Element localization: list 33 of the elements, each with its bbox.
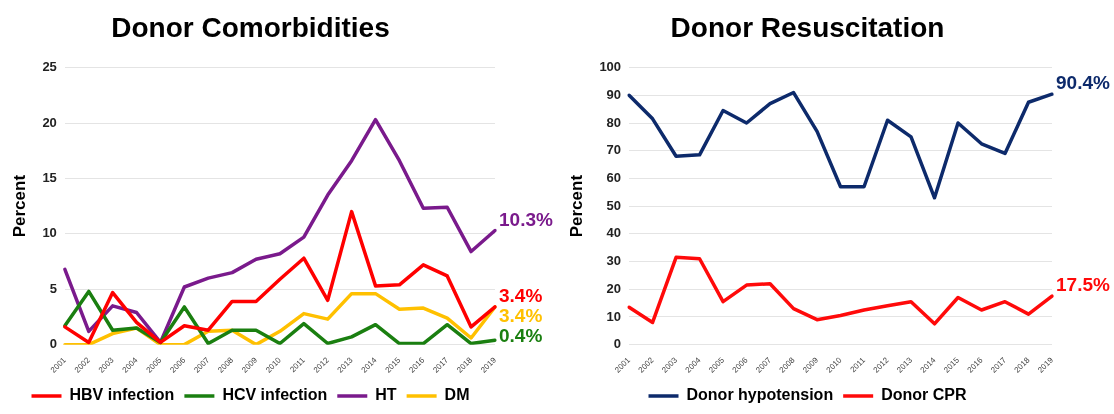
annotation: 3.4%: [499, 305, 543, 327]
legend-label: HT: [375, 386, 397, 404]
y-tick-label: 30: [606, 253, 622, 269]
annotation: 10.3%: [499, 208, 553, 230]
y-axis-title: Percent: [566, 174, 586, 238]
y-tick-label: 15: [42, 169, 57, 185]
y-tick-label: 70: [606, 142, 622, 158]
y-tick-label: 25: [42, 59, 57, 75]
legend-label: Donor CPR: [881, 386, 967, 404]
y-tick-label: 20: [42, 114, 57, 130]
y-tick-label: 40: [606, 225, 622, 241]
legend-label: Donor hypotension: [686, 386, 834, 404]
y-tick-label: 80: [606, 114, 622, 130]
y-tick-label: 0: [613, 336, 622, 352]
y-tick-label: 5: [49, 280, 57, 296]
legend-label: DM: [444, 386, 470, 404]
y-axis-title: Percent: [9, 174, 29, 238]
y-tick-label: 0: [49, 336, 57, 352]
legend-label: HBV infection: [69, 386, 175, 404]
annotation: 0.4%: [499, 325, 543, 347]
legend-label: HCV infection: [222, 386, 328, 404]
y-tick-label: 50: [606, 197, 622, 213]
y-tick-label: 10: [606, 308, 622, 324]
y-tick-label: 60: [606, 169, 622, 185]
annotation: 3.4%: [499, 285, 543, 307]
y-tick-label: 20: [606, 280, 622, 296]
annotation: 17.5%: [1056, 274, 1110, 296]
chart-title: Donor Comorbidities: [111, 11, 390, 43]
y-tick-label: 100: [599, 59, 622, 75]
y-tick-label: 10: [42, 225, 57, 241]
annotation: 90.4%: [1056, 72, 1110, 94]
y-tick-label: 90: [606, 86, 622, 102]
chart-title: Donor Resuscitation: [670, 11, 945, 43]
